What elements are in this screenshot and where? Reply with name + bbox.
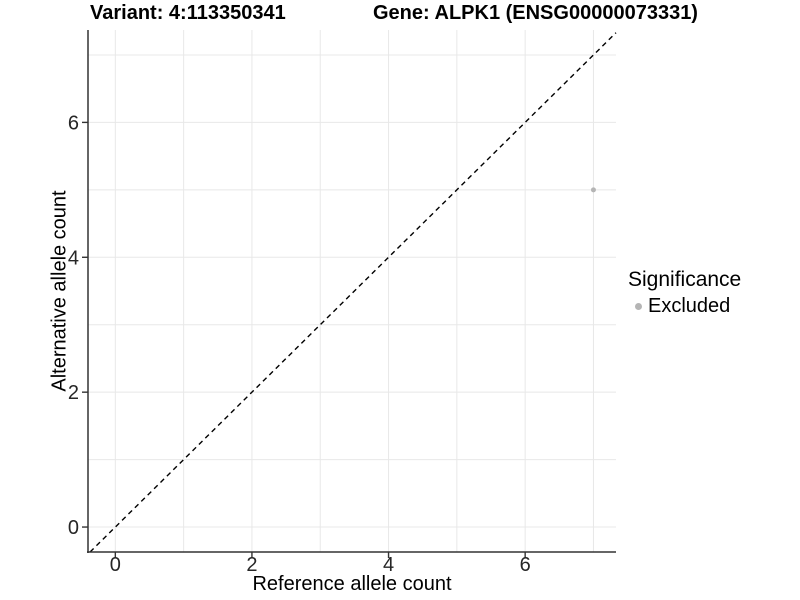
y-tick-label: 2: [68, 382, 79, 404]
y-axis-title: Alternative allele count: [48, 190, 71, 392]
legend-title: Significance: [628, 268, 742, 291]
y-tick-label: 4: [68, 247, 79, 269]
legend: Significance Excluded: [628, 268, 741, 318]
identity-line: [89, 32, 617, 553]
x-tick-label: 2: [246, 554, 257, 576]
x-tick-label: 4: [383, 554, 394, 576]
plot-title-variant: Variant: 4:113350341: [90, 2, 286, 24]
legend-point-icon: [635, 303, 642, 310]
x-tick-label: 6: [520, 554, 531, 576]
y-tick-label: 6: [68, 112, 79, 134]
data-point: [590, 187, 596, 193]
plot-title-gene: Gene: ALPK1 (ENSG00000073331): [373, 2, 698, 24]
x-axis-title: Reference allele count: [252, 573, 452, 595]
x-tick-label: 0: [110, 554, 121, 576]
y-tick-label: 0: [68, 517, 79, 539]
legend-entry-label: Excluded: [648, 295, 731, 317]
legend-entry-excluded: Excluded: [628, 295, 741, 318]
